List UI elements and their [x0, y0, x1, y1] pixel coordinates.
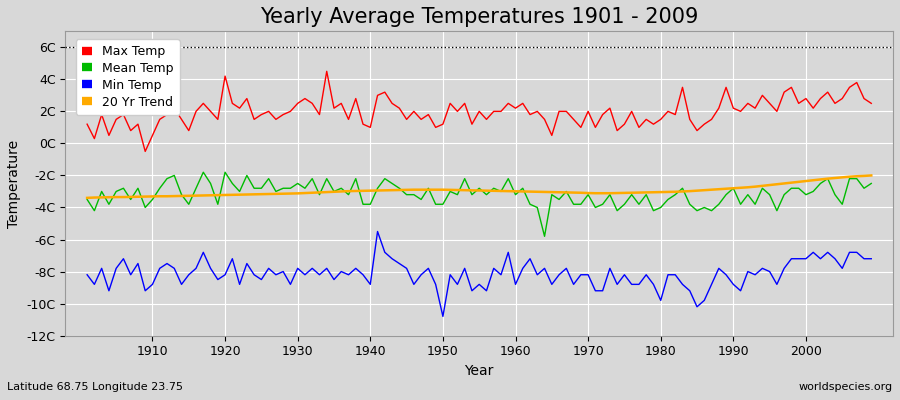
Text: worldspecies.org: worldspecies.org	[799, 382, 893, 392]
Title: Yearly Average Temperatures 1901 - 2009: Yearly Average Temperatures 1901 - 2009	[260, 7, 698, 27]
Text: Latitude 68.75 Longitude 23.75: Latitude 68.75 Longitude 23.75	[7, 382, 184, 392]
Legend: Max Temp, Mean Temp, Min Temp, 20 Yr Trend: Max Temp, Mean Temp, Min Temp, 20 Yr Tre…	[76, 39, 180, 115]
X-axis label: Year: Year	[464, 364, 494, 378]
Y-axis label: Temperature: Temperature	[7, 139, 21, 228]
